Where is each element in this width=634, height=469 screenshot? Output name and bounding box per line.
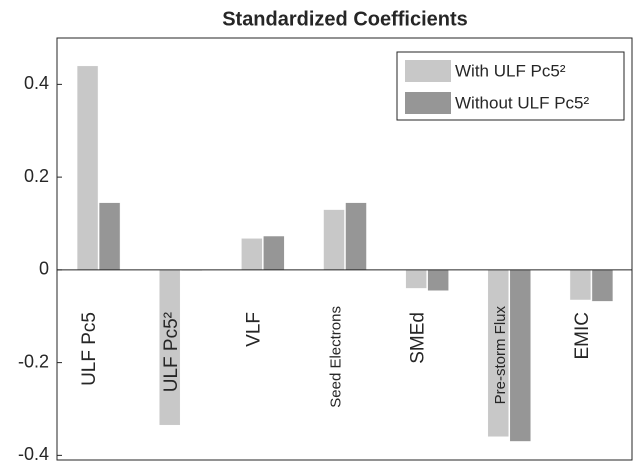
bar (76, 65, 99, 271)
x-tick-label: Seed Electrons (327, 306, 344, 408)
bar (509, 269, 532, 442)
bar (345, 202, 367, 271)
legend-label: With ULF Pc5² (455, 61, 566, 80)
bar (98, 202, 121, 271)
x-tick-label: EMIC (572, 312, 593, 360)
bar (405, 269, 427, 289)
legend-swatch (405, 92, 451, 114)
y-tick-label: -0.4 (18, 444, 49, 464)
y-tick-label: 0.2 (24, 166, 49, 186)
x-tick-label: ULF Pc5 (79, 312, 100, 386)
legend-swatch (405, 60, 451, 82)
y-tick-label: -0.2 (18, 351, 49, 371)
x-tick-label: ULF Pc5² (161, 312, 182, 392)
plot-frame (56, 37, 633, 461)
bar (427, 269, 449, 291)
bar (591, 269, 614, 302)
bar (263, 235, 285, 271)
bar (569, 269, 592, 301)
bar (241, 238, 263, 271)
legend-label: Without ULF Pc5² (455, 93, 589, 112)
y-tick-label: 0 (39, 259, 49, 279)
y-tick-label: 0.4 (24, 73, 49, 93)
x-tick-label: SMEd (408, 312, 429, 364)
bar (323, 209, 345, 271)
x-tick-label: VLF (243, 312, 264, 347)
chart-title: Standardized Coefficients (222, 8, 468, 30)
x-tick-label: Pre-storm Flux (492, 306, 509, 405)
